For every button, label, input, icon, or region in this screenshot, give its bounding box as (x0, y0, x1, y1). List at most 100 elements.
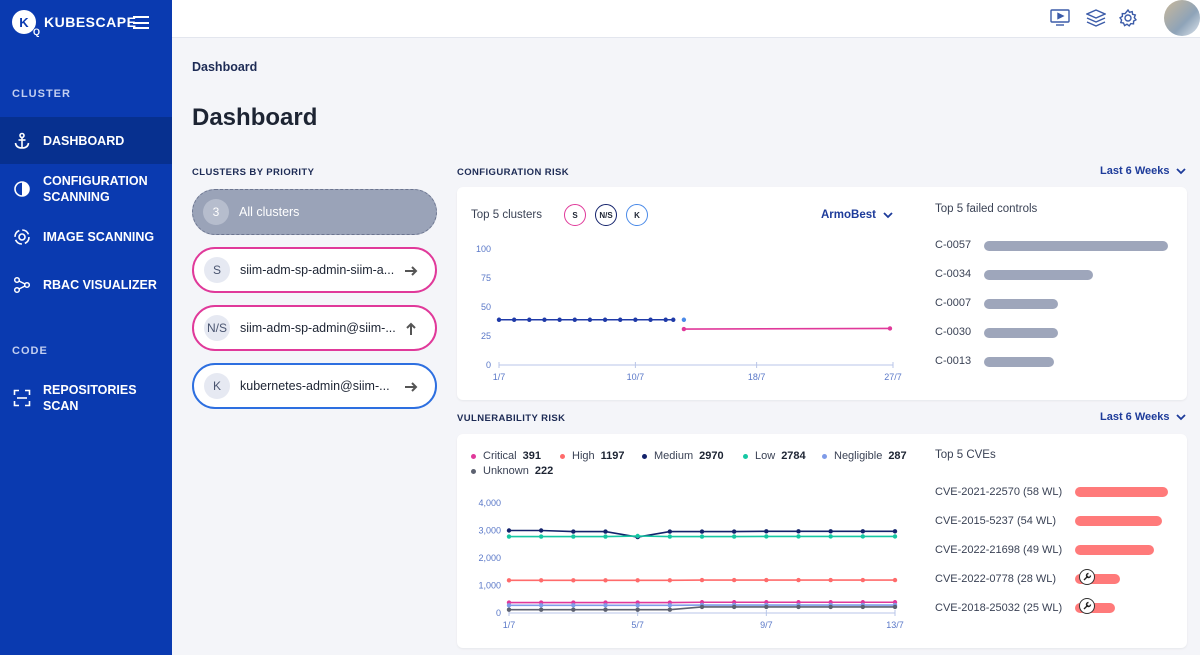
data-point[interactable] (860, 577, 866, 583)
cluster-item[interactable]: S siim-adm-sp-admin-siim-a... (192, 247, 437, 293)
sidebar-item-repositories-scan[interactable]: REPOSITORIES SCAN (0, 383, 172, 413)
data-point[interactable] (538, 578, 544, 583)
control-bar[interactable] (984, 328, 1058, 338)
data-point[interactable] (557, 317, 562, 322)
sidebar-item-dashboard[interactable]: DASHBOARD (0, 117, 172, 164)
data-point[interactable] (602, 317, 608, 322)
control-bar[interactable] (984, 299, 1058, 309)
data-point[interactable] (671, 317, 676, 322)
data-point[interactable] (681, 317, 687, 322)
data-point[interactable] (618, 317, 623, 322)
cve-bar[interactable] (1075, 545, 1154, 555)
breadcrumb[interactable]: Dashboard (192, 60, 258, 74)
video-icon[interactable] (1050, 8, 1070, 28)
control-bar[interactable] (984, 241, 1168, 251)
data-point[interactable] (667, 603, 673, 608)
framework-select[interactable]: ArmoBest (821, 209, 893, 221)
data-point[interactable] (667, 534, 673, 539)
control-id[interactable]: C-0057 (935, 239, 972, 251)
cve-bar[interactable] (1075, 516, 1162, 526)
data-point[interactable] (764, 529, 769, 534)
data-point[interactable] (603, 607, 608, 612)
data-point[interactable] (828, 604, 833, 610)
data-point[interactable] (892, 534, 898, 539)
data-point[interactable] (571, 529, 576, 534)
data-point[interactable] (603, 578, 608, 583)
data-point[interactable] (828, 529, 833, 534)
brand[interactable]: K Q KUBESCAPE (12, 10, 136, 37)
user-avatar[interactable] (1164, 0, 1200, 36)
data-point[interactable] (663, 317, 668, 322)
arrow-right-icon[interactable] (403, 263, 419, 279)
data-point[interactable] (635, 533, 640, 539)
cluster-filter-badge[interactable]: S (564, 204, 586, 226)
data-point[interactable] (667, 578, 673, 583)
cluster-filter-badge[interactable]: K (626, 204, 648, 226)
control-id[interactable]: C-0030 (935, 326, 972, 338)
hamburger-menu-icon[interactable] (133, 16, 149, 29)
wrench-icon[interactable] (1079, 598, 1095, 614)
data-point[interactable] (764, 534, 769, 539)
data-point[interactable] (506, 534, 512, 539)
legend-item-critical[interactable]: Critical 391 (471, 450, 541, 462)
sidebar-item-configuration-scanning[interactable]: CONFIGURATION SCANNING (0, 172, 172, 206)
sidebar-item-rbac-visualizer[interactable]: RBAC VISUALIZER (0, 274, 172, 296)
cve-label[interactable]: CVE-2018-25032 (25 WL) (935, 602, 1063, 614)
control-bar[interactable] (984, 357, 1054, 367)
data-point[interactable] (648, 317, 653, 322)
data-point[interactable] (796, 604, 801, 610)
data-point[interactable] (731, 604, 737, 610)
data-point[interactable] (635, 603, 640, 608)
data-point[interactable] (699, 529, 705, 534)
data-point[interactable] (892, 577, 898, 583)
control-id[interactable]: C-0034 (935, 268, 972, 280)
data-point[interactable] (764, 604, 769, 610)
data-point[interactable] (538, 528, 544, 533)
legend-item-medium[interactable]: Medium 2970 (642, 450, 724, 462)
data-point[interactable] (796, 577, 801, 583)
data-point[interactable] (635, 578, 640, 583)
data-point[interactable] (667, 529, 673, 534)
data-point[interactable] (511, 317, 517, 322)
data-point[interactable] (527, 317, 532, 322)
data-point[interactable] (506, 607, 512, 612)
cve-label[interactable]: CVE-2015-5237 (54 WL) (935, 515, 1057, 527)
data-point[interactable] (603, 603, 608, 608)
data-point[interactable] (731, 534, 737, 539)
data-point[interactable] (571, 534, 576, 539)
data-point[interactable] (635, 607, 640, 612)
legend-item-low[interactable]: Low 2784 (743, 450, 806, 462)
data-point[interactable] (538, 534, 544, 539)
data-point[interactable] (538, 607, 544, 612)
legend-item-unknown[interactable]: Unknown 222 (471, 465, 553, 477)
sidebar-item-image-scanning[interactable]: IMAGE SCANNING (0, 226, 172, 248)
control-id[interactable]: C-0007 (935, 297, 972, 309)
vuln-range-select[interactable]: Last 6 Weeks (1100, 411, 1186, 423)
cve-label[interactable]: CVE-2022-21698 (49 WL) (935, 544, 1063, 556)
data-point[interactable] (796, 534, 801, 539)
data-point[interactable] (603, 534, 608, 539)
cluster-item[interactable]: N/S siim-adm-sp-admin@siim-... (192, 305, 437, 351)
legend-item-high[interactable]: High 1197 (560, 450, 625, 462)
data-point[interactable] (887, 326, 893, 331)
legend-item-negligible[interactable]: Negligible 287 (822, 450, 907, 462)
data-point[interactable] (506, 578, 512, 583)
cve-bar[interactable] (1075, 603, 1115, 613)
cve-bar[interactable] (1075, 487, 1168, 497)
data-point[interactable] (571, 578, 576, 583)
cve-label[interactable]: CVE-2021-22570 (58 WL) (935, 486, 1063, 498)
data-point[interactable] (506, 528, 512, 533)
config-range-select[interactable]: Last 6 Weeks (1100, 165, 1186, 177)
arrow-right-icon[interactable] (403, 379, 419, 395)
control-bar[interactable] (984, 270, 1093, 280)
gear-icon[interactable] (1118, 8, 1138, 28)
data-point[interactable] (572, 317, 577, 322)
control-id[interactable]: C-0013 (935, 355, 972, 367)
data-point[interactable] (667, 607, 673, 612)
data-point[interactable] (731, 577, 737, 583)
data-point[interactable] (892, 529, 898, 534)
cluster-filter-badge[interactable]: N/S (595, 204, 617, 226)
data-point[interactable] (681, 326, 687, 332)
data-point[interactable] (860, 604, 866, 610)
data-point[interactable] (506, 603, 512, 608)
